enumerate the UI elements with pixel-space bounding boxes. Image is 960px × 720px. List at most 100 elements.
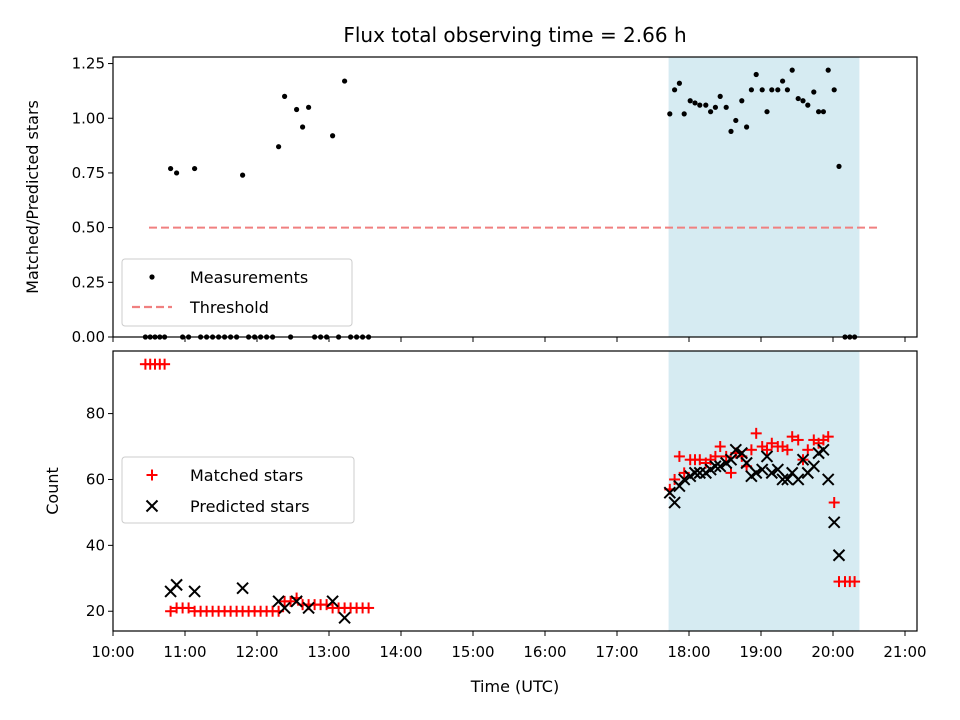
measurement-point — [294, 106, 300, 113]
matched-star-point — [822, 431, 834, 443]
measurement-point — [697, 102, 703, 108]
x-tick-label: 15:00 — [451, 643, 494, 661]
measurement-point — [764, 109, 770, 115]
matched-star-point — [159, 358, 171, 370]
x-tick-label: 17:00 — [595, 643, 638, 661]
x-tick-label: 16:00 — [523, 643, 566, 661]
measurement-point — [795, 95, 801, 102]
x-ticks-bottom: 10:00 11:00 12:00 13:00 14:00 15:00 16:00 17:00… — [91, 631, 927, 661]
legend-threshold-label: Threshold — [189, 298, 269, 317]
predicted-star-point — [821, 473, 835, 486]
legend-predicted-label: Predicted stars — [190, 497, 310, 516]
legend-top: Measurements Threshold — [121, 258, 353, 327]
matched-star-point — [714, 441, 726, 453]
measurement-point — [300, 124, 306, 130]
measurement-point — [708, 109, 714, 115]
predicted-star-point — [807, 460, 821, 473]
predicted-star-point — [791, 473, 805, 486]
y-tick-label-top: 0.50 — [72, 219, 105, 237]
chart-title: Flux total observing time = 2.66 h — [343, 23, 686, 47]
matched-star-point — [792, 434, 804, 446]
matched-star-point — [363, 602, 375, 614]
predicted-star-point — [749, 466, 763, 480]
measurement-point — [805, 102, 811, 108]
measurement-point — [192, 165, 198, 172]
x-tick-label: 11:00 — [163, 643, 206, 661]
y-axis-label-bottom: Count — [43, 467, 62, 515]
measurement-point — [672, 87, 678, 93]
measurement-point — [723, 104, 729, 110]
legend-matched-label: Matched stars — [190, 466, 303, 485]
matched-star-point — [745, 444, 757, 456]
y-tick-label-top: 0.25 — [72, 273, 105, 291]
predicted-star-point — [709, 460, 722, 473]
measurement-point — [800, 98, 806, 104]
measurement-point — [789, 67, 795, 73]
predicted-star-point — [776, 473, 789, 486]
y-axis-label-top: Matched/Predicted stars — [23, 100, 42, 294]
predicted-star-point — [688, 466, 702, 480]
matched-star-point — [720, 450, 732, 462]
measurement-point — [831, 87, 837, 93]
predicted-star-point — [781, 473, 794, 486]
predicted-star-point — [668, 496, 681, 509]
predicted-star-point — [755, 463, 769, 476]
matched-star-point — [183, 602, 195, 614]
predicted-star-point — [290, 595, 303, 608]
predicted-star-point — [236, 581, 249, 595]
matched-star-point — [781, 444, 793, 456]
predicted-star-point — [677, 473, 691, 486]
predicted-star-point — [663, 486, 677, 499]
y-tick-label-bottom: 60 — [86, 470, 105, 488]
matched-star-point — [761, 444, 773, 456]
measurement-point — [282, 93, 288, 99]
legend-box-bottom — [121, 456, 355, 524]
measurement-point — [676, 80, 683, 86]
matched-star-point — [165, 605, 177, 617]
measurement-point — [784, 87, 791, 93]
measurement-point — [687, 98, 693, 104]
observing-window-top — [668, 57, 860, 337]
legend-predicted-marker — [145, 499, 159, 513]
measurement-point — [816, 109, 822, 115]
y-tick-label-top: 1.00 — [72, 109, 105, 127]
measurement-point — [733, 117, 739, 124]
matched-star-point — [669, 473, 681, 485]
matched-star-point — [285, 595, 297, 607]
legend-box-top — [121, 258, 353, 327]
measurement-point — [703, 102, 709, 108]
x-tick-label: 21:00 — [883, 643, 926, 661]
panel-ratio: 0.00 0.25 0.50 0.75 1.00 1.25 Matched/Predict… — [23, 55, 918, 346]
predicted-star-point — [832, 549, 846, 562]
matched-star-point — [828, 497, 840, 509]
measurement-point — [276, 144, 282, 150]
measurement-point — [775, 87, 781, 93]
predicted-star-point — [827, 516, 841, 529]
measurement-point — [780, 78, 786, 84]
measurement-point — [769, 87, 775, 93]
y-ticks-bottom: 20 40 60 80 — [86, 405, 113, 620]
predicted-star-point — [302, 601, 315, 615]
measurement-point — [174, 170, 180, 176]
measurement-point — [836, 163, 842, 169]
y-tick-label-top: 1.25 — [72, 55, 105, 73]
matched-star-point — [709, 450, 721, 462]
predicted-star-point — [735, 446, 749, 460]
measurement-point — [712, 104, 719, 110]
predicted-star-point — [740, 456, 753, 470]
measurement-point — [692, 100, 698, 106]
measurement-point — [667, 111, 673, 117]
measurement-point — [811, 89, 817, 95]
predicted-star-point — [338, 611, 351, 625]
legend-matched-marker — [146, 469, 158, 481]
predicted-star-point — [278, 601, 291, 615]
predicted-star-point — [765, 466, 779, 480]
measurement-point — [342, 78, 348, 84]
matched-star-point — [673, 450, 685, 462]
x-tick-label: 12:00 — [235, 643, 278, 661]
plot-frame-bottom — [112, 350, 918, 632]
measurement-point — [748, 87, 755, 93]
x-tick-label: 19:00 — [739, 643, 782, 661]
legend-matched-symbol — [146, 469, 158, 481]
